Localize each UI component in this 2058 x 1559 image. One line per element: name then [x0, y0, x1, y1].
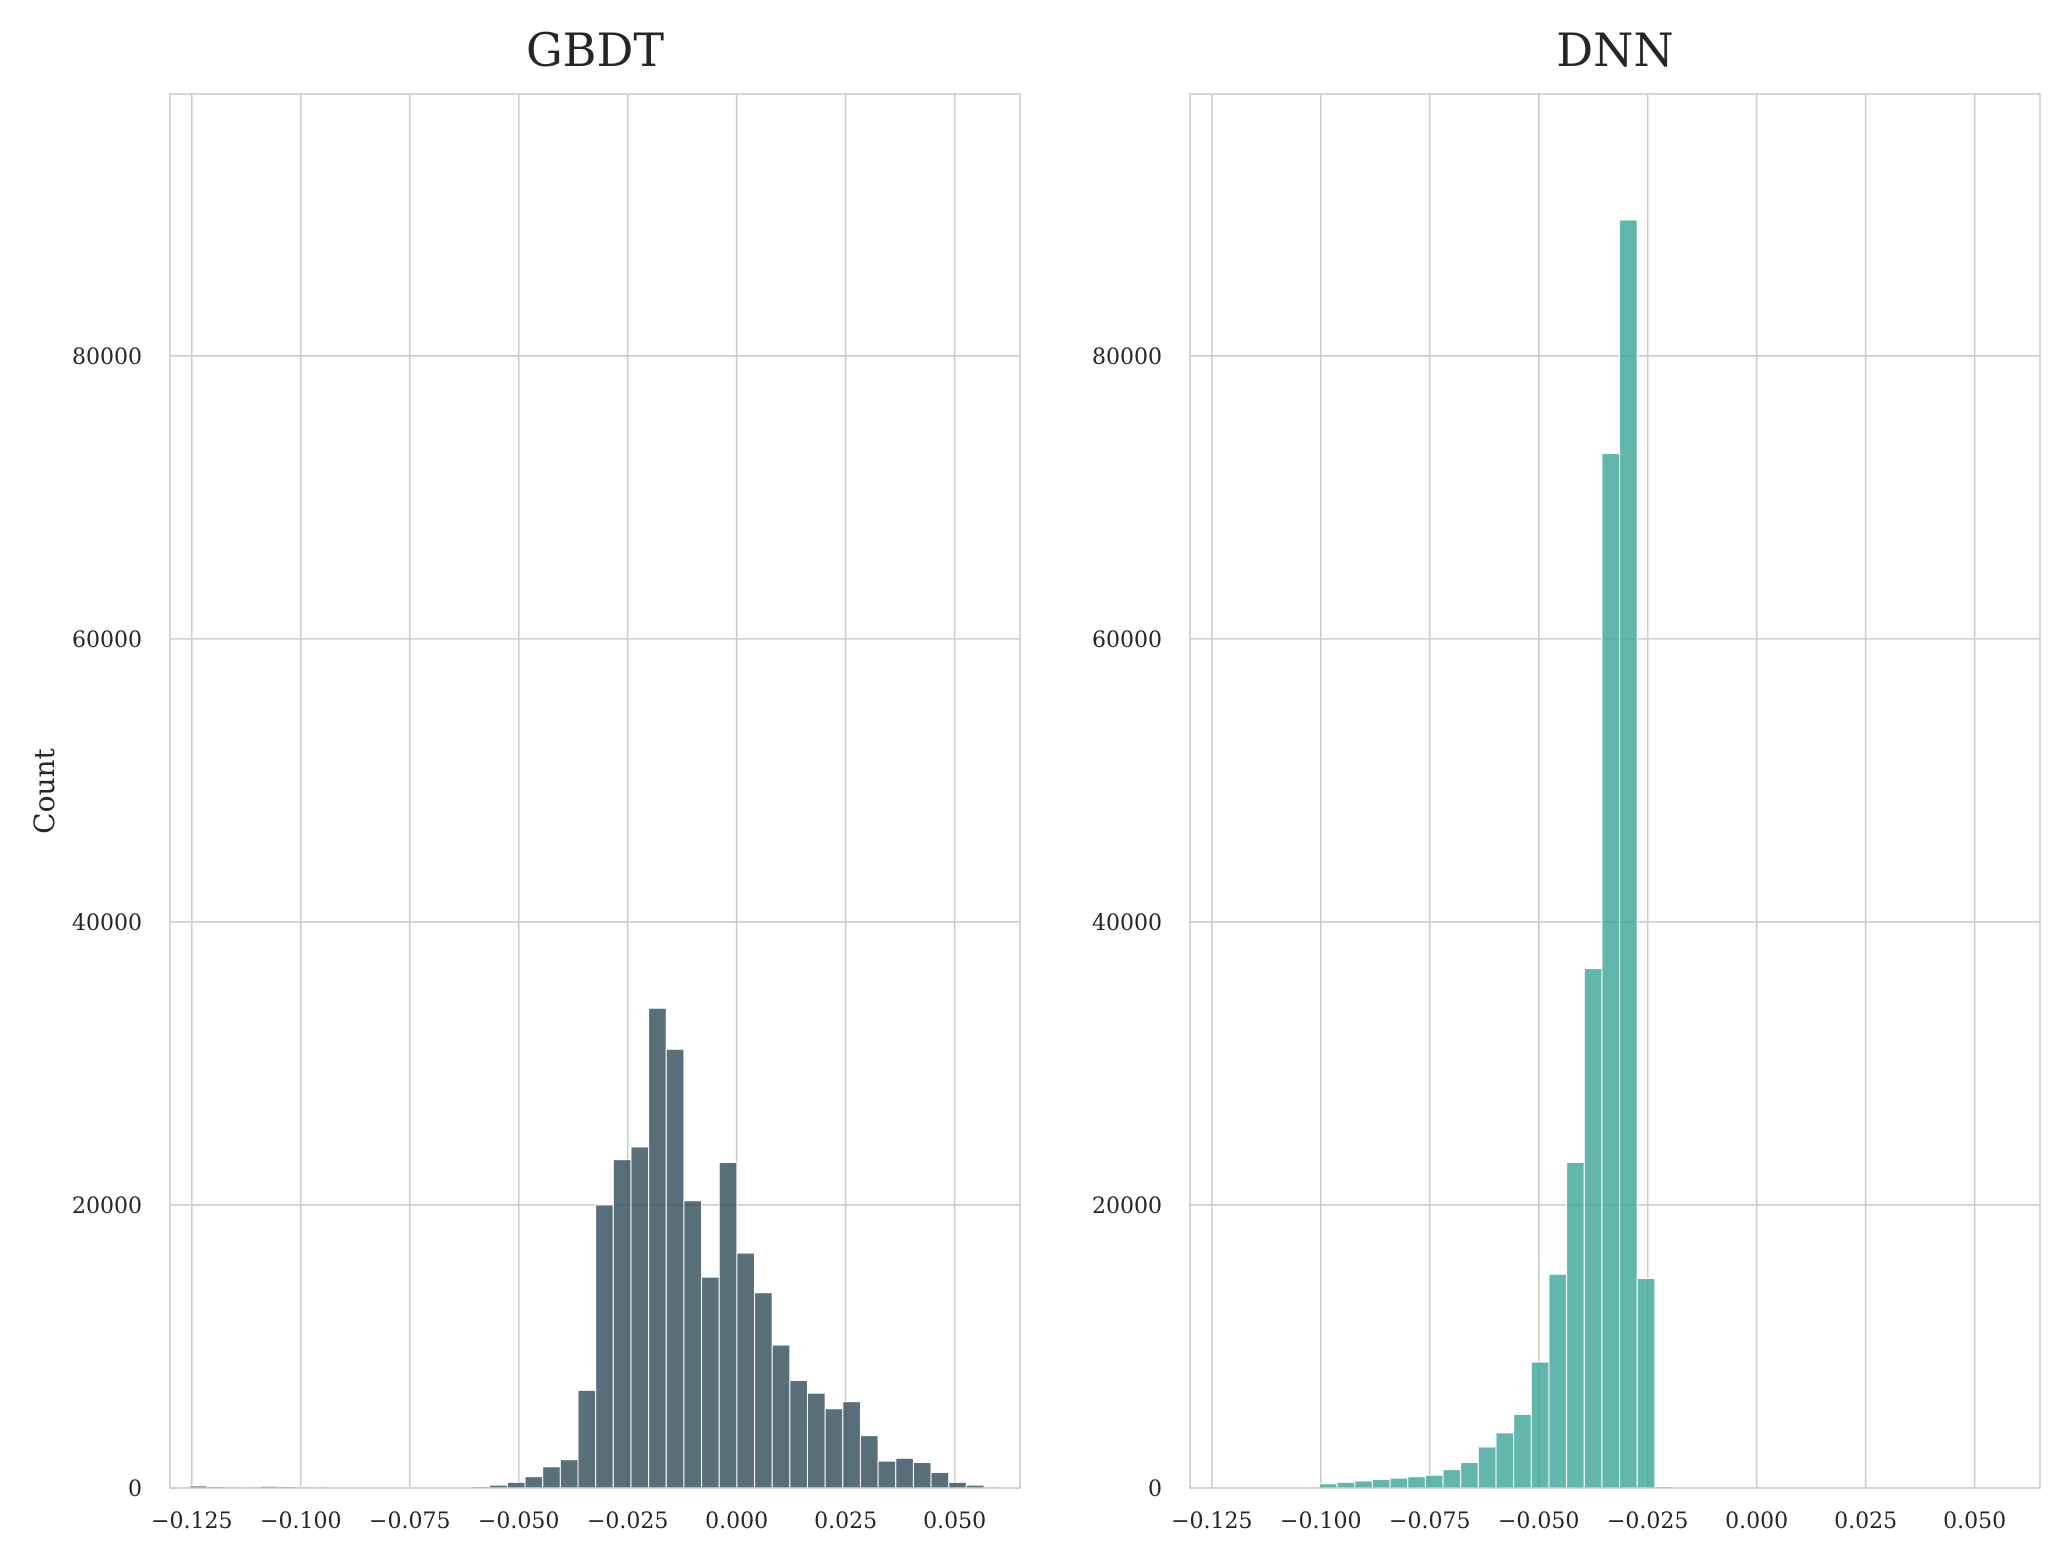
- dnn-histogram-bar: [1389, 1477, 1409, 1489]
- dnn-histogram-bar: [1619, 219, 1638, 1489]
- gbdt-histogram-bar: [877, 1460, 897, 1489]
- gbdt-histogram-bar: [807, 1392, 826, 1489]
- gbdt-histogram-bar: [789, 1379, 808, 1489]
- gbdt-y-tick-label: 40000: [72, 911, 142, 936]
- dnn-y-tick-label: 20000: [1092, 1194, 1162, 1219]
- gbdt-histogram-bar: [665, 1048, 685, 1489]
- dnn-x-tick-label: −0.025: [1607, 1509, 1688, 1534]
- dnn-x-tick-label: 0.025: [1834, 1509, 1897, 1534]
- dnn-histogram-bar: [1371, 1479, 1391, 1489]
- dnn-histogram-bar: [1566, 1161, 1585, 1489]
- gbdt-x-tick-label: −0.125: [151, 1509, 232, 1534]
- gbdt-histogram-bar: [859, 1435, 879, 1489]
- gbdt-histogram-bar: [948, 1481, 967, 1489]
- gbdt-y-tick-label: 20000: [72, 1194, 142, 1219]
- gbdt-panel: −0.125 −0.100 −0.075 −0.050 −0.025 0.000 0.025…: [28, 23, 1038, 1534]
- gbdt-histogram-bar: [754, 1292, 773, 1489]
- gbdt-histogram-bar: [630, 1146, 650, 1489]
- dnn-y-tick-label: 80000: [1092, 345, 1162, 370]
- gbdt-y-tick-label: 80000: [72, 345, 142, 370]
- gbdt-x-tick-label: −0.075: [369, 1509, 450, 1534]
- dnn-histogram-bar: [1442, 1469, 1462, 1489]
- dnn-histogram-bar: [1548, 1273, 1568, 1489]
- dnn-histogram-bar: [1407, 1476, 1426, 1489]
- gbdt-histogram-bar: [524, 1476, 544, 1489]
- dnn-histogram-bar: [1530, 1361, 1550, 1489]
- gbdt-histogram-bar: [842, 1401, 861, 1489]
- dnn-histogram-bar: [1583, 968, 1603, 1489]
- gbdt-histogram-bar: [506, 1481, 526, 1489]
- gbdt-histogram-bar: [577, 1389, 597, 1489]
- gbdt-histogram-bar: [895, 1457, 914, 1489]
- dnn-x-tick-label: 0.000: [1725, 1509, 1788, 1534]
- gbdt-plot-frame: [169, 93, 1021, 1489]
- dnn-panel: −0.125 −0.100 −0.075 −0.050 −0.025 0.000 0.025…: [1092, 23, 2041, 1534]
- dnn-histogram-bar: [1636, 1278, 1656, 1489]
- dnn-histogram-bar: [1477, 1446, 1497, 1489]
- dnn-histogram-bar: [1354, 1480, 1373, 1489]
- dnn-histogram-bar: [1460, 1462, 1479, 1489]
- gbdt-histogram-bar: [612, 1159, 632, 1489]
- dnn-y-tick-label: 0: [1148, 1477, 1162, 1502]
- gbdt-y-tick-label: 0: [128, 1477, 142, 1502]
- dnn-x-tick-label: −0.050: [1498, 1509, 1579, 1534]
- gbdt-histogram-bar: [559, 1459, 579, 1489]
- gbdt-histogram-bar: [718, 1161, 738, 1489]
- gbdt-histogram-bar: [701, 1276, 720, 1489]
- dnn-histogram-bar: [1601, 452, 1621, 1489]
- gbdt-x-tick-label: 0.000: [705, 1509, 768, 1534]
- gbdt-histogram-bar: [824, 1408, 844, 1489]
- gbdt-histogram-bar: [542, 1466, 561, 1489]
- dnn-y-tick-label: 60000: [1092, 628, 1162, 653]
- dnn-x-tick-label: 0.050: [1943, 1509, 2006, 1534]
- dnn-histogram-bar: [1336, 1481, 1356, 1489]
- gbdt-x-tick-label: 0.025: [814, 1509, 877, 1534]
- dnn-histogram-bar: [1424, 1474, 1444, 1489]
- gbdt-histogram-bar: [648, 1007, 667, 1489]
- gbdt-histogram-bar: [930, 1471, 950, 1489]
- gbdt-histogram-bar: [683, 1200, 703, 1489]
- dnn-chart-title: DNN: [1556, 23, 1673, 77]
- gbdt-x-tick-label: −0.025: [587, 1509, 668, 1534]
- dnn-x-tick-label: −0.075: [1389, 1509, 1470, 1534]
- gbdt-histogram-bar: [595, 1204, 614, 1489]
- dnn-x-tick-label: −0.100: [1280, 1509, 1361, 1534]
- gbdt-histogram-bar: [771, 1344, 791, 1489]
- dnn-y-tick-label: 40000: [1092, 911, 1162, 936]
- dnn-x-tick-label: −0.125: [1171, 1509, 1252, 1534]
- gbdt-y-tick-label: 60000: [72, 628, 142, 653]
- gbdt-x-tick-label: −0.100: [260, 1509, 341, 1534]
- dnn-histogram-bar: [1513, 1413, 1532, 1489]
- gbdt-histogram-bar: [736, 1252, 756, 1489]
- dnn-histogram-bar: [1495, 1432, 1515, 1489]
- gbdt-histogram-bar: [912, 1462, 932, 1489]
- dnn-plot-frame: [1189, 93, 2041, 1489]
- gbdt-x-tick-label: −0.050: [478, 1509, 559, 1534]
- gbdt-chart-title: GBDT: [526, 23, 664, 77]
- gbdt-x-tick-label: 0.050: [923, 1509, 986, 1534]
- gbdt-y-axis-label: Count: [28, 747, 61, 833]
